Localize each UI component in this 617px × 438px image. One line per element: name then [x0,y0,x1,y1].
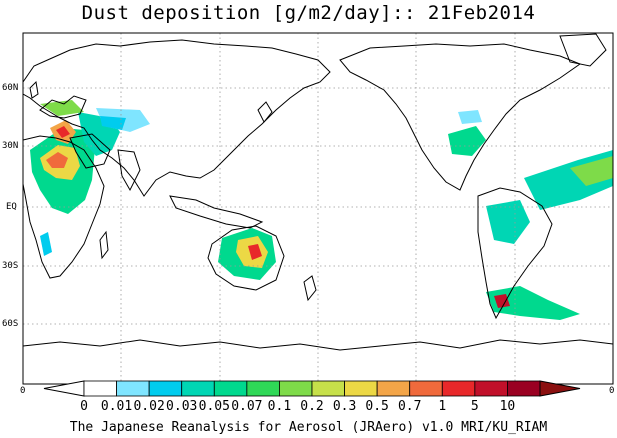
australia-coast [207,225,285,291]
colorbar-bin [409,380,443,397]
colorbar-tick-label: 0.5 [365,399,389,414]
colorbar-bin [181,380,215,397]
colorbar-bin [376,380,411,397]
data-credit: The Japanese Reanalysis for Aerosol (JRA… [69,420,548,435]
colorbar-bin [213,380,248,397]
eurasia-coast [23,39,331,197]
colorbar-tick-label: 1 [438,399,447,414]
dust-region-central-asia [40,100,84,116]
dust-region-arabia-hot [56,126,70,138]
lat-label-30n: 30N [2,141,19,151]
antarctica-coast [23,339,613,351]
coastlines [23,33,613,351]
colorbar-bin [83,380,117,397]
europe-coast [39,95,87,119]
colorbar-bin [279,380,313,397]
arabia-coast [69,133,111,169]
colorbar-tick-label: 5 [470,399,479,414]
colorbar-bin [311,380,345,397]
dust-region-south-america [486,200,530,244]
colorbar-bin [344,380,378,397]
colorbar-tick-label: 0.01 [100,399,133,414]
colorbar-bin [148,380,183,397]
colorbar-over-arrow [539,380,581,397]
colorbar-bin [441,380,476,397]
colorbar-tick-label: 0.3 [332,399,357,414]
colorbar-tick-label: 10 [499,399,516,414]
lat-label-eq: EQ [6,202,17,212]
uk-coast [29,80,39,99]
colorbar-edge-left-label: 0 [20,386,26,396]
colorbar-bin [246,380,280,397]
india-coast [117,149,141,192]
japan-coast [257,101,273,123]
colorbar-tick-label: 0.07 [231,399,263,414]
map-title: Dust deposition [g/m2/day]:: 21Feb2014 [81,2,536,24]
dust-field [30,100,613,320]
dust-region-south-africa [40,232,52,256]
colorbar-tick-label: 0.7 [397,399,422,414]
lat-label-60s: 60S [2,319,19,329]
colorbar-tick-label: 0.2 [300,399,324,414]
graticule [23,33,613,384]
colorbar-tick-label: 0 [80,399,88,414]
colorbar-tick-label: 0.02 [133,399,165,414]
new-zealand-coast [303,275,317,302]
colorbar-tick-label: 0.05 [198,399,230,414]
dust-region-patagonia-core [494,294,510,308]
south-america-coast [477,187,553,320]
africa-coast [23,135,105,279]
dust-region-australia-core [248,244,262,260]
colorbar-bin [116,380,150,397]
lat-label-60n: 60N [2,83,19,93]
dust-region-north-america [448,126,486,156]
colorbar-under-arrow [43,380,85,397]
dust-region-central-asia-2 [100,116,126,130]
greenland-coast [559,33,607,67]
dust-region-sahara-core [46,152,68,168]
dust-region-atlantic-core [570,156,613,186]
lat-label-30s: 30S [2,261,19,271]
colorbar-tick-label: 0.1 [267,399,292,414]
indonesia-coast [169,195,264,229]
colorbar-tick-label: 0.03 [166,399,198,414]
colorbar-edge-right-label: 0 [609,386,615,396]
colorbar [43,380,581,397]
dust-region-north-america-2 [458,110,482,124]
north-america-coast [339,43,582,191]
colorbar-bin [474,380,508,397]
madagascar-coast [99,230,109,260]
colorbar-bin [507,380,541,397]
